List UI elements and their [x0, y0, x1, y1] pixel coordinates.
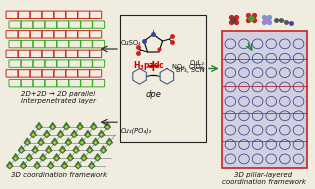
Polygon shape: [78, 138, 85, 146]
Polygon shape: [32, 146, 38, 153]
Polygon shape: [98, 130, 105, 138]
Polygon shape: [27, 156, 31, 160]
Polygon shape: [57, 130, 64, 138]
Polygon shape: [66, 141, 70, 145]
Polygon shape: [101, 149, 106, 153]
Polygon shape: [72, 133, 76, 137]
Polygon shape: [76, 164, 80, 168]
Bar: [221, 31, 307, 168]
Polygon shape: [68, 156, 72, 160]
Polygon shape: [60, 149, 64, 153]
Polygon shape: [92, 125, 96, 129]
Polygon shape: [18, 146, 25, 153]
Text: BF₄, SCN: BF₄, SCN: [176, 67, 205, 74]
Polygon shape: [100, 146, 107, 153]
Polygon shape: [100, 133, 103, 137]
Polygon shape: [78, 125, 82, 129]
Polygon shape: [62, 164, 66, 168]
Polygon shape: [82, 156, 86, 160]
Polygon shape: [92, 138, 99, 146]
Polygon shape: [49, 122, 56, 130]
Polygon shape: [47, 149, 51, 153]
Polygon shape: [14, 156, 18, 160]
Text: CuL₂: CuL₂: [190, 60, 205, 66]
Polygon shape: [74, 149, 78, 153]
Bar: [120, 15, 206, 142]
Polygon shape: [88, 149, 92, 153]
Polygon shape: [59, 146, 66, 153]
Polygon shape: [90, 164, 94, 168]
Polygon shape: [45, 133, 49, 137]
Polygon shape: [61, 161, 68, 169]
Polygon shape: [75, 161, 82, 169]
Polygon shape: [34, 161, 41, 169]
Text: +: +: [147, 59, 160, 74]
Polygon shape: [21, 164, 26, 168]
Text: Cu₃(PO₄)₂: Cu₃(PO₄)₂: [121, 127, 152, 134]
Polygon shape: [86, 146, 93, 153]
Polygon shape: [54, 156, 59, 160]
Text: CuSO₄: CuSO₄: [121, 40, 142, 46]
Polygon shape: [20, 161, 27, 169]
Polygon shape: [51, 138, 58, 146]
Polygon shape: [106, 138, 113, 146]
Polygon shape: [73, 146, 80, 153]
Bar: [221, 31, 307, 168]
Polygon shape: [26, 141, 29, 145]
Polygon shape: [63, 122, 70, 130]
Polygon shape: [104, 122, 111, 130]
Polygon shape: [43, 130, 50, 138]
Text: 3D pillar-layered
coordination framework: 3D pillar-layered coordination framework: [222, 172, 306, 185]
Polygon shape: [37, 138, 44, 146]
Polygon shape: [37, 125, 41, 129]
Text: NO₃, ClO₄,: NO₃, ClO₄,: [172, 64, 205, 70]
Polygon shape: [47, 161, 54, 169]
Polygon shape: [59, 133, 62, 137]
Text: 2D+2D → 2D parallel
interpenetrated layer: 2D+2D → 2D parallel interpenetrated laye…: [21, 91, 96, 104]
Polygon shape: [81, 153, 87, 161]
Polygon shape: [20, 149, 23, 153]
Text: dpe: dpe: [145, 90, 161, 99]
Polygon shape: [33, 149, 37, 153]
Polygon shape: [26, 153, 33, 161]
Polygon shape: [31, 133, 35, 137]
Polygon shape: [86, 133, 90, 137]
Polygon shape: [90, 122, 97, 130]
Polygon shape: [30, 130, 37, 138]
Polygon shape: [35, 164, 39, 168]
Polygon shape: [80, 141, 84, 145]
Polygon shape: [88, 161, 95, 169]
Polygon shape: [96, 156, 100, 160]
Polygon shape: [67, 153, 74, 161]
Polygon shape: [84, 130, 91, 138]
Polygon shape: [8, 164, 12, 168]
Polygon shape: [94, 141, 98, 145]
Text: 3D coordination framework: 3D coordination framework: [10, 172, 106, 178]
Polygon shape: [12, 153, 19, 161]
Polygon shape: [65, 138, 72, 146]
Polygon shape: [45, 146, 52, 153]
Polygon shape: [39, 141, 43, 145]
Polygon shape: [77, 122, 83, 130]
Polygon shape: [94, 153, 101, 161]
Polygon shape: [64, 125, 68, 129]
Polygon shape: [36, 122, 43, 130]
Text: $\mathbf{H_3pzdc}$: $\mathbf{H_3pzdc}$: [134, 59, 165, 72]
Polygon shape: [71, 130, 77, 138]
Polygon shape: [49, 164, 53, 168]
Polygon shape: [51, 125, 54, 129]
Polygon shape: [39, 153, 46, 161]
Polygon shape: [106, 125, 109, 129]
Polygon shape: [24, 138, 31, 146]
Polygon shape: [107, 141, 111, 145]
Polygon shape: [6, 161, 13, 169]
Polygon shape: [53, 153, 60, 161]
Polygon shape: [53, 141, 57, 145]
Polygon shape: [41, 156, 45, 160]
